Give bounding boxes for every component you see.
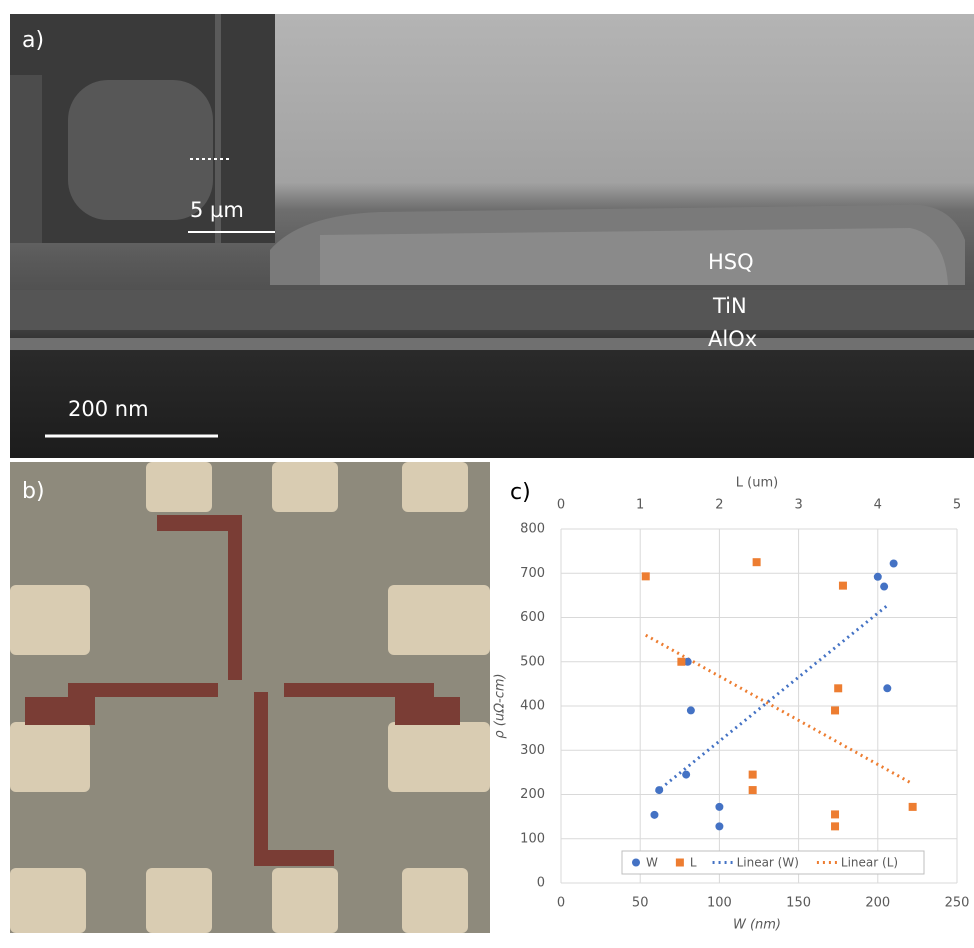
- point: [874, 573, 882, 581]
- y-tick-label: 600: [520, 610, 545, 625]
- point: [682, 771, 690, 779]
- point: [880, 583, 888, 591]
- legend-label: Linear (L): [841, 856, 898, 870]
- point: [687, 706, 695, 714]
- panel-label: b): [22, 479, 45, 504]
- y-tick-label: 400: [520, 699, 545, 714]
- x2-tick-label: 5: [953, 498, 961, 513]
- point: [715, 822, 723, 830]
- point: [677, 658, 685, 666]
- trendline: [646, 635, 912, 783]
- x-tick-label: 250: [945, 896, 970, 911]
- layer-label: HSQ: [708, 250, 754, 274]
- point: [831, 822, 839, 830]
- y-tick-label: 500: [520, 654, 545, 669]
- point: [909, 803, 917, 811]
- panel-label: a): [22, 28, 44, 53]
- point: [839, 582, 847, 590]
- x-axis-title: W (nm): [733, 918, 781, 933]
- point: [831, 706, 839, 714]
- legend-label: W: [646, 856, 658, 870]
- x2-tick-label: 3: [794, 498, 802, 513]
- point: [650, 811, 658, 819]
- x-tick-label: 150: [786, 896, 811, 911]
- y-tick-label: 800: [520, 522, 545, 537]
- y-tick-label: 300: [520, 743, 545, 758]
- x2-axis-title: L (um): [736, 476, 778, 491]
- legend-label: Linear (W): [737, 856, 799, 870]
- x-tick-label: 200: [865, 896, 890, 911]
- layer-label: AlOx: [708, 327, 757, 351]
- point: [883, 684, 891, 692]
- x2-tick-label: 1: [636, 498, 644, 513]
- x2-tick-label: 2: [715, 498, 723, 513]
- x-tick-label: 0: [557, 896, 565, 911]
- y-tick-label: 100: [520, 831, 545, 846]
- y-tick-label: 200: [520, 787, 545, 802]
- inset-shape: [10, 75, 42, 243]
- panel-label: c): [510, 480, 531, 505]
- point: [676, 859, 684, 867]
- point: [632, 859, 640, 867]
- panel-a: a) 5 µm HSQ TiN AlOx 200 nm: [10, 14, 974, 458]
- layer-label: TiN: [712, 294, 747, 318]
- point: [749, 771, 757, 779]
- scale-label: 5 µm: [190, 198, 244, 222]
- x-tick-label: 100: [707, 896, 732, 911]
- trendline: [656, 604, 889, 792]
- x2-tick-label: 0: [557, 498, 565, 513]
- point: [749, 786, 757, 794]
- legend-label: L: [690, 856, 697, 870]
- y-tick-label: 0: [537, 876, 545, 891]
- figure: a) 5 µm HSQ TiN AlOx 200 nm b) c) L (um)…: [0, 0, 974, 944]
- hsq-layer: [320, 228, 948, 285]
- x2-tick-label: 4: [874, 498, 882, 513]
- point: [753, 558, 761, 566]
- x-tick-label: 50: [632, 896, 649, 911]
- point: [642, 572, 650, 580]
- point: [715, 803, 723, 811]
- point: [655, 786, 663, 794]
- scale-label: 200 nm: [68, 397, 149, 421]
- panel-b: b): [10, 462, 490, 933]
- y-axis-title: ρ (uΩ-cm): [493, 673, 508, 738]
- point: [890, 560, 898, 568]
- alox-layer: [10, 338, 974, 350]
- point: [834, 684, 842, 692]
- point: [831, 810, 839, 818]
- tin-layer: [10, 290, 974, 330]
- chart: c) L (um) W (nm) ρ (uΩ-cm) 0100200300400…: [493, 476, 970, 933]
- y-tick-label: 700: [520, 566, 545, 581]
